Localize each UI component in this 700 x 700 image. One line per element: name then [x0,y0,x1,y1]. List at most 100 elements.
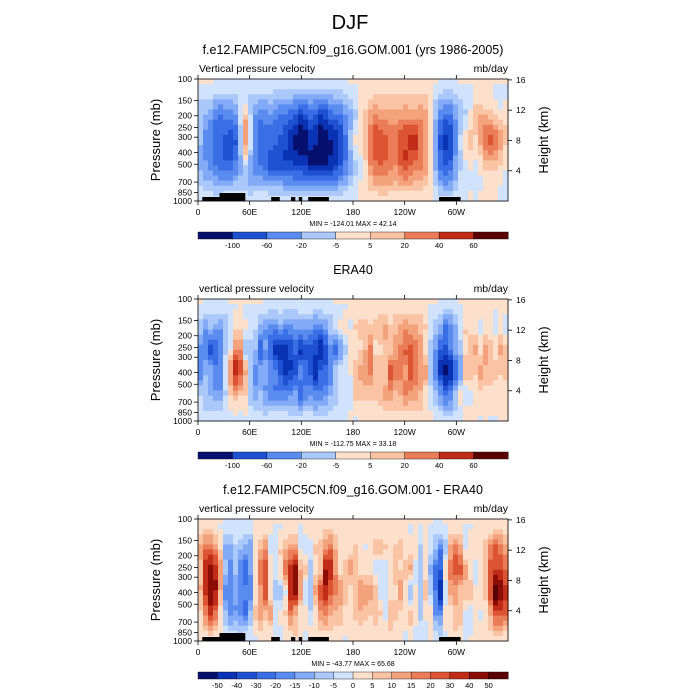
field-cell [273,620,279,627]
field-cell [338,175,344,182]
field-cell [273,180,279,187]
field-cell [438,554,444,561]
field-cell [298,574,304,581]
field-cell [248,140,254,146]
field-cell [378,314,384,320]
field-cell [448,574,454,581]
field-cell [433,140,439,146]
field-cell [448,529,454,535]
field-cell [333,524,339,530]
field-cell [393,134,399,141]
field-cell [458,79,464,85]
y-tick-label: 300 [178,572,192,582]
colorbar-box [449,671,470,680]
field-cell [328,549,334,556]
field-cell [218,574,224,581]
field-cell [403,620,409,627]
field-cell [473,524,479,530]
field-cell [418,519,424,525]
field-cell [378,365,384,371]
field-cell [468,334,474,341]
field-cell [213,365,219,371]
field-cell [228,175,234,182]
field-cell [358,109,364,116]
field-cell [213,405,219,412]
field-cell [293,175,299,182]
field-cell [368,165,374,172]
field-cell [348,129,354,136]
field-cell [308,84,314,90]
field-cell [283,119,289,126]
field-cell [378,554,384,561]
field-cell [203,615,209,622]
field-cell [448,140,454,146]
field-cell [373,580,379,586]
field-cell [358,195,364,202]
field-cell [268,180,274,187]
field-cell [268,145,274,151]
field-cell [348,84,354,90]
field-cell [453,155,459,161]
field-cell [458,625,464,632]
field-cell [278,114,284,121]
field-cell [278,580,284,586]
field-cell [433,185,439,192]
field-cell [358,180,364,187]
field-cell [373,160,379,167]
field-cell [363,385,369,392]
field-cell [238,539,244,546]
field-cell [208,140,214,146]
field-cell [263,385,269,392]
field-cell [438,119,444,126]
field-cell [363,150,369,156]
field-cell [408,180,414,187]
field-cell [338,339,344,346]
field-cell [308,380,314,387]
field-cell [203,580,209,586]
field-cell [253,620,259,627]
field-cell [323,79,329,85]
field-cell [213,544,219,551]
field-cell [303,84,309,90]
field-cell [498,365,504,371]
field-cell [438,524,444,530]
field-cell [278,185,284,192]
colorbar-box [370,231,406,240]
field-cell [428,635,434,642]
field-cell [278,175,284,182]
field-cell [203,595,209,601]
field-cell [488,334,494,341]
field-cell [218,370,224,376]
field-cell [498,410,504,417]
field-cell [308,140,314,146]
field-cell [368,304,374,310]
field-cell [313,150,319,156]
field-cell [363,314,369,320]
field-cell [208,334,214,341]
field-cell [418,349,424,356]
field-cell [278,635,284,642]
field-cell [348,529,354,535]
field-cell [493,349,499,356]
field-cell [458,114,464,121]
field-cell [283,385,289,392]
field-cell [363,339,369,346]
field-cell [413,564,419,571]
field-cell [343,94,349,100]
field-cell [333,114,339,121]
field-cell [333,165,339,172]
field-cell [258,590,264,596]
field-cell [388,395,394,402]
field-cell [483,349,489,356]
field-cell [323,109,329,116]
field-cell [208,165,214,172]
field-cell [463,99,469,106]
field-cell [248,405,254,412]
field-cell [388,134,394,141]
field-cell [198,89,204,95]
field-cell [368,400,374,407]
field-cell [373,360,379,366]
field-cell [358,329,364,336]
field-cell [338,185,344,192]
field-cell [418,524,424,530]
